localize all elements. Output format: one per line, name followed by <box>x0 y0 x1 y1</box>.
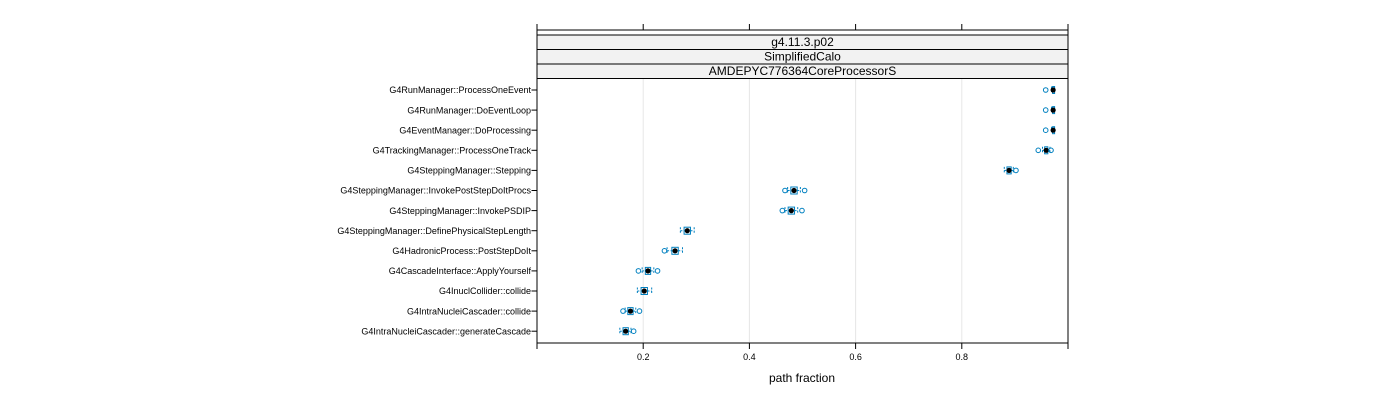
outlier-0-0 <box>1042 87 1049 93</box>
category-label-2: G4EventManager::DoProcessing <box>399 125 531 135</box>
category-label-10: G4InuclCollider::collide <box>439 286 531 296</box>
category-label-8: G4HadronicProcess::PostStepDoIt <box>392 246 531 256</box>
outlier-8-0 <box>661 248 668 254</box>
category-label-12: G4IntraNucleiCascader::generateCascade <box>361 326 531 336</box>
box-rect-8 <box>671 246 679 255</box>
strip-label-0: g4.11.3.p02 <box>771 35 834 49</box>
median-dot-9 <box>645 268 651 274</box>
box-3 <box>1035 146 1054 155</box>
outlier-5-1 <box>801 187 808 194</box>
box-6 <box>779 206 805 215</box>
box-9 <box>635 266 661 275</box>
outlier-9-1 <box>654 268 661 274</box>
outlier-12-0 <box>630 328 637 335</box>
strip-label-1: SimplifiedCalo <box>764 50 841 64</box>
category-label-7: G4SteppingManager::DefinePhysicalStepLen… <box>337 226 531 236</box>
median-dot-10 <box>641 288 647 294</box>
box-rect-10 <box>640 287 648 295</box>
strip-layer: g4.11.3.p02SimplifiedCaloAMDEPYC776364Co… <box>536 34 1069 79</box>
median-dot-6 <box>788 208 794 214</box>
outlier-6-1 <box>799 207 805 214</box>
box-rect-12 <box>622 327 629 336</box>
median-dot-0 <box>1050 87 1056 93</box>
box-rect-9 <box>644 266 652 275</box>
outlier-3-1 <box>1048 147 1054 154</box>
x-tick-label-2: 0.6 <box>849 352 862 362</box>
box-rect-6 <box>787 206 796 215</box>
median-dot-1 <box>1050 107 1056 113</box>
strip-label-2: AMDEPYC776364CoreProcessorS <box>709 64 896 78</box>
median-dot-7 <box>684 228 690 234</box>
x-axis: 0.2 0.4 0.6 0.8 <box>536 24 1069 362</box>
box-0 <box>1042 86 1056 94</box>
category-label-0: G4RunManager::ProcessOneEvent <box>389 85 531 95</box>
x-tick-label-1: 0.4 <box>743 352 756 362</box>
category-label-1: G4RunManager::DoEventLoop <box>407 105 531 115</box>
boxes-layer <box>619 86 1056 336</box>
box-1 <box>1042 106 1056 115</box>
outlier-4-0 <box>1013 167 1019 174</box>
box-12 <box>619 327 637 336</box>
x-tick-label-0: 0.2 <box>637 352 650 362</box>
median-dot-3 <box>1043 147 1049 153</box>
box-11 <box>620 307 643 316</box>
median-dot-4 <box>1006 167 1012 173</box>
category-label-4: G4SteppingManager::Stepping <box>407 166 531 176</box>
category-label-3: G4TrackingManager::ProcessOneTrack <box>373 146 532 156</box>
category-label-11: G4IntraNucleiCascader::collide <box>407 306 531 316</box>
outlier-3-0 <box>1035 147 1042 154</box>
median-dot-11 <box>627 308 634 314</box>
panel-frame <box>536 29 1069 344</box>
x-tick-label-3: 0.8 <box>956 352 969 362</box>
outlier-2-0 <box>1042 127 1049 133</box>
category-label-9: G4CascadeInterface::ApplyYourself <box>389 266 532 276</box>
outlier-5-0 <box>782 187 788 194</box>
box-2 <box>1042 126 1056 135</box>
median-dot-12 <box>623 328 629 334</box>
box-10 <box>636 287 653 295</box>
box-7 <box>679 226 695 235</box>
category-label-6: G4SteppingManager::InvokePSDIP <box>389 206 531 216</box>
median-dot-5 <box>791 187 797 194</box>
outlier-6-0 <box>779 207 786 214</box>
outlier-1-0 <box>1042 107 1049 113</box>
category-label-5: G4SteppingManager::InvokePostStepDoItPro… <box>340 186 531 196</box>
box-rect-7 <box>683 226 691 235</box>
median-dot-8 <box>672 248 678 254</box>
outlier-11-1 <box>636 308 643 314</box>
median-dot-2 <box>1050 127 1056 133</box>
x-axis-title: path fraction <box>769 371 835 385</box>
grid-layer <box>642 78 963 343</box>
category-labels: G4RunManager::ProcessOneEventG4RunManage… <box>337 85 537 336</box>
outlier-9-0 <box>635 268 642 274</box>
box-rect-5 <box>790 186 798 195</box>
box-5 <box>782 186 808 195</box>
outlier-11-0 <box>620 308 626 314</box>
box-4 <box>1003 166 1019 175</box>
box-rect-11 <box>627 307 634 316</box>
box-8 <box>661 246 683 255</box>
